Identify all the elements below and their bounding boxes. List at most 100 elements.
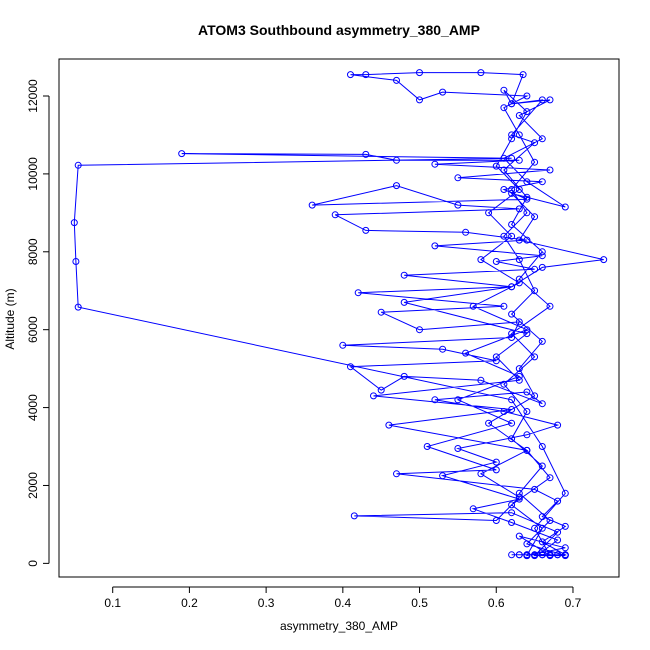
y-tick-label: 6000 [26, 316, 40, 343]
data-point [350, 512, 358, 520]
data-point [538, 462, 546, 470]
data-point [500, 380, 508, 388]
data-point [508, 154, 516, 162]
data-point [515, 318, 523, 326]
data-point [538, 337, 546, 345]
data-point [423, 443, 431, 450]
data-point [508, 419, 516, 427]
data-point [523, 178, 531, 186]
data-point [531, 485, 539, 493]
data-point [492, 162, 500, 170]
data-point [74, 303, 82, 311]
data-point [508, 551, 516, 559]
data-point [508, 131, 516, 139]
x-tick-label: 0.4 [334, 596, 351, 610]
data-point [416, 69, 423, 77]
data-point [500, 86, 508, 94]
plot-frame [58, 58, 620, 578]
data-point [531, 353, 539, 361]
data-point [508, 330, 516, 338]
data-point [370, 392, 377, 400]
data-point [393, 76, 400, 84]
y-tick-label: 4000 [26, 394, 40, 421]
chart-title: ATOM3 Southbound asymmetry_380_AMP [198, 22, 480, 38]
data-point [546, 302, 554, 310]
data-point [508, 519, 516, 526]
data-point [454, 445, 462, 452]
data-point [515, 365, 523, 373]
data-point [439, 88, 447, 96]
data-point [515, 236, 523, 244]
data-point [400, 271, 408, 279]
data-point [492, 458, 500, 466]
data-point [538, 551, 546, 559]
x-tick-label: 0.1 [104, 596, 121, 610]
x-tick-label: 0.6 [488, 596, 505, 610]
data-point [561, 203, 569, 211]
data-point [531, 139, 539, 147]
data-point [485, 209, 493, 217]
x-tick-label: 0.2 [181, 596, 198, 610]
data-point [523, 326, 531, 334]
data-point [439, 345, 447, 353]
data-point [515, 489, 523, 497]
data-point [515, 275, 523, 283]
data-point [546, 517, 554, 524]
data-point [515, 493, 523, 501]
data-point [354, 289, 362, 297]
data-point [523, 388, 531, 396]
data-point [362, 150, 370, 158]
data-point [431, 396, 439, 404]
data-point [531, 158, 539, 166]
data-point [477, 256, 485, 264]
data-point [538, 524, 546, 532]
y-axis-label: Altitude (m) [3, 288, 17, 349]
data-point [477, 376, 485, 384]
data-point [508, 186, 516, 193]
y-axis: 0 2000 4000 6000 8000 10000 12000 [26, 79, 50, 567]
data-point [538, 400, 546, 408]
data-point [347, 71, 354, 79]
data-point [362, 71, 370, 79]
data-point [500, 186, 508, 193]
data-point [515, 376, 523, 384]
data-point [531, 524, 539, 532]
data-point [508, 221, 516, 228]
data-point [531, 392, 539, 400]
data-point [477, 69, 485, 77]
data-point [531, 287, 539, 295]
data-point [500, 408, 508, 415]
x-tick-label: 0.5 [411, 596, 428, 610]
data-point [469, 302, 477, 310]
data-point [554, 497, 562, 505]
data-point [508, 189, 516, 197]
data-point [500, 104, 508, 112]
data-point [515, 186, 523, 193]
data-point [523, 446, 531, 454]
data-point [538, 538, 546, 546]
series-line [73, 72, 604, 557]
data-point [523, 209, 531, 217]
data-point [431, 160, 439, 168]
series-layer [70, 69, 608, 560]
x-axis: 0.1 0.2 0.3 0.4 0.5 0.6 0.7 [104, 586, 582, 610]
data-point [508, 396, 516, 404]
data-point [492, 357, 500, 365]
data-point [508, 509, 516, 517]
data-point [508, 501, 516, 509]
data-point [561, 489, 569, 497]
data-point [531, 551, 539, 559]
data-point [523, 431, 531, 439]
data-point [70, 219, 78, 227]
data-point [554, 421, 562, 429]
data-point [546, 551, 554, 559]
data-point [538, 248, 546, 256]
data-point [416, 96, 423, 104]
x-tick-label: 0.3 [258, 596, 275, 610]
data-point [377, 308, 385, 316]
x-tick-label: 0.7 [565, 596, 582, 610]
data-point [523, 108, 531, 116]
data-point [515, 131, 523, 139]
data-point [393, 156, 400, 164]
